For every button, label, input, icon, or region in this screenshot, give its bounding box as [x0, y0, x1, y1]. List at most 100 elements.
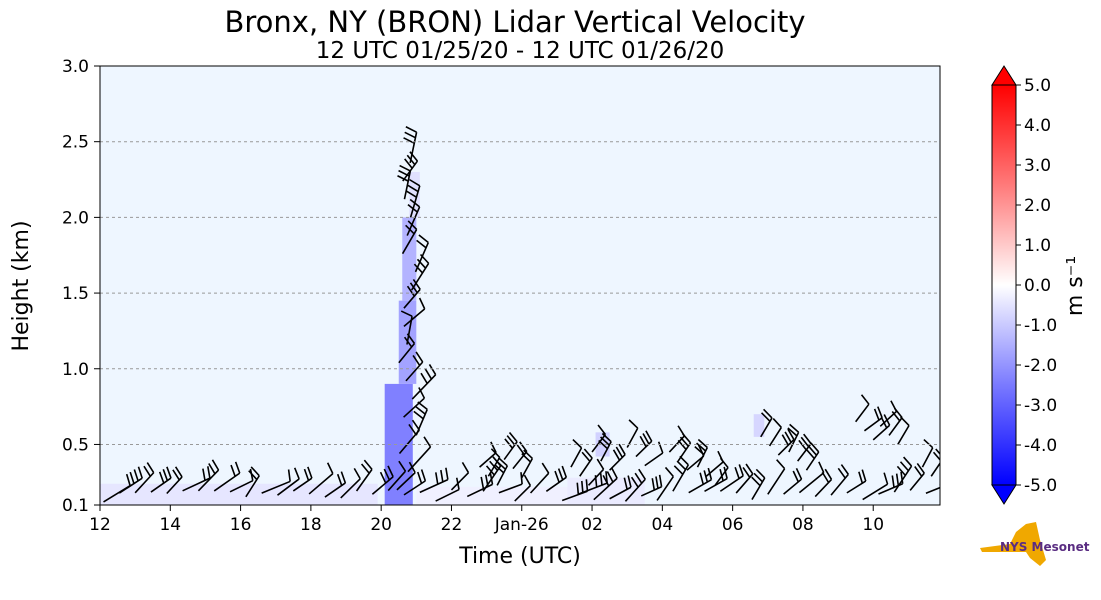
wind-barb — [846, 469, 867, 494]
y-axis-label: Height (km) — [9, 220, 34, 351]
colorbar-tick-label: -3.0 — [1024, 396, 1057, 416]
wind-barb — [760, 408, 773, 438]
wind-barb — [150, 466, 172, 493]
colorbar-body — [991, 84, 1017, 486]
colorbar-tick-label: 5.0 — [1024, 76, 1051, 96]
wind-barb — [340, 467, 361, 499]
x-tick-label: 12 — [89, 515, 111, 535]
wind-barb — [405, 178, 421, 218]
x-axis: 12 14 16 18 20 22 Jan-26 02 04 06 08 10 — [89, 505, 884, 535]
wind-barb — [593, 467, 618, 501]
colorbar: 5.0 4.0 3.0 2.0 1.0 0.0 -1.0 -2.0 -3.0 -4.0 -5.0 m… — [991, 65, 1088, 505]
wind-barb — [888, 407, 903, 436]
wind-barb — [387, 460, 407, 492]
wind-barb — [324, 471, 347, 498]
colorbar-tick-label: 1.0 — [1024, 236, 1051, 256]
wind-barb — [767, 459, 786, 495]
wind-barb — [403, 469, 427, 496]
wind-barb — [909, 462, 925, 491]
colorbar-extend-top — [991, 65, 1017, 86]
wind-barb — [402, 151, 419, 182]
wind-barb — [656, 466, 674, 501]
wind-barb — [805, 442, 820, 471]
x-tick-label: 08 — [792, 515, 814, 535]
wind-barb — [893, 456, 913, 493]
wind-barb — [450, 461, 470, 491]
ny-state-shape-icon — [980, 522, 1046, 566]
colorbar-tick-label: 2.0 — [1024, 196, 1051, 216]
wind-barb — [494, 457, 509, 486]
wind-barb — [735, 463, 754, 494]
plot-frame — [99, 65, 941, 506]
wind-barb — [577, 471, 608, 496]
x-tick-label: Jan-26 — [494, 515, 549, 535]
wind-barb — [862, 472, 889, 501]
colorbar-tick-label: 3.0 — [1024, 156, 1051, 176]
wind-barb — [498, 472, 523, 494]
wind-barb — [479, 441, 497, 468]
velocity-region-4 — [409, 171, 420, 218]
wind-barb — [405, 351, 424, 382]
colorbar-ticks: 5.0 4.0 3.0 2.0 1.0 0.0 -1.0 -2.0 -3.0 -4.0 -5.0 — [1016, 76, 1057, 496]
wind-barb — [403, 126, 418, 164]
colorbar-label: m s⁻¹ — [1063, 256, 1088, 316]
wind-barb — [529, 462, 550, 494]
wind-barb — [897, 416, 910, 445]
x-axis-label: Time (UTC) — [458, 544, 581, 569]
colorbar-tick-label: -2.0 — [1024, 356, 1057, 376]
wind-barbs — [103, 126, 940, 503]
x-tick-label: 04 — [652, 515, 674, 535]
wind-barb — [403, 297, 426, 327]
wind-barb — [182, 466, 211, 492]
x-tick-label: 14 — [159, 515, 181, 535]
wind-barb — [609, 443, 626, 471]
wind-barb — [371, 465, 394, 495]
wind-barb — [503, 431, 518, 461]
wind-barb — [863, 406, 883, 432]
wind-barb — [514, 474, 532, 502]
wind-barb — [561, 479, 589, 502]
wind-barb — [714, 457, 729, 486]
wind-barb — [277, 467, 300, 496]
wind-barb — [694, 438, 709, 468]
wind-barb — [487, 448, 501, 477]
wind-barb — [414, 234, 430, 273]
wind-barb — [587, 458, 605, 486]
wind-barb — [521, 449, 534, 479]
y-tick-label: 2.0 — [62, 208, 89, 228]
wind-barb — [397, 164, 412, 200]
wind-barb — [579, 448, 593, 477]
logo-text: NYS Mesonet — [1000, 540, 1090, 554]
wind-barb — [921, 438, 934, 468]
velocity-region-8 — [753, 414, 765, 437]
wind-barb — [413, 401, 428, 436]
wind-barb — [213, 461, 241, 492]
y-tick-label: 0.5 — [62, 435, 89, 455]
wind-barb — [768, 418, 783, 447]
colorbar-tick-label: -1.0 — [1024, 316, 1057, 336]
wind-barb — [419, 467, 449, 494]
chart-title: Bronx, NY (BRON) Lidar Vertical Velocity — [224, 5, 805, 39]
y-tick-label: 2.5 — [62, 133, 89, 153]
wind-barb — [118, 466, 143, 494]
wind-barb — [570, 438, 583, 468]
wind-barb — [545, 465, 568, 492]
y-axis: 0.1 0.5 1.0 1.5 2.0 2.5 3.0 — [62, 57, 100, 516]
wind-barb — [855, 394, 870, 423]
wind-barb — [609, 475, 632, 500]
wind-barb — [403, 387, 426, 418]
wind-barb — [591, 424, 607, 453]
y-tick-label: 3.0 — [62, 57, 89, 77]
x-tick-label: 16 — [230, 515, 252, 535]
wind-barb — [261, 469, 291, 494]
x-tick-label: 20 — [370, 515, 392, 535]
x-tick-label: 06 — [722, 515, 744, 535]
y-tick-label: 1.0 — [62, 360, 89, 380]
plot-background — [100, 66, 940, 505]
wind-barb — [798, 461, 825, 494]
y-tick-label: 1.5 — [62, 284, 89, 304]
wind-barb — [407, 436, 432, 473]
x-tick-label: 02 — [581, 515, 603, 535]
velocity-region-0 — [100, 483, 378, 505]
colorbar-tick-label: -5.0 — [1024, 476, 1057, 496]
